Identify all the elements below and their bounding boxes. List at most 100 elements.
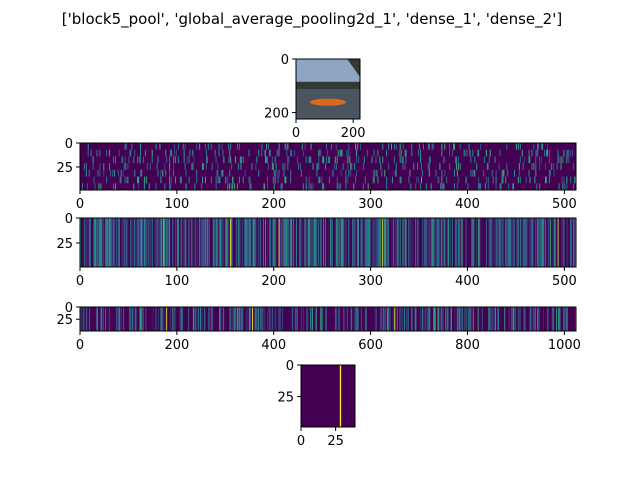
heatmap-cell [441,149,443,157]
heatmap-column [95,218,97,267]
heatmap-column [342,218,344,267]
heatmap-cell [411,143,413,150]
heatmap-cell [277,149,279,157]
heatmap-column [87,307,89,331]
heatmap-cell [157,156,159,164]
heatmap-cell [123,163,125,170]
heatmap-cell [548,169,550,177]
heatmap-cell [444,156,446,164]
heatmap-cell [159,143,161,150]
heatmap-cell [566,156,568,164]
heatmap-column [321,218,323,267]
heatmap-cell [175,149,177,157]
heatmap-cell [310,183,312,190]
heatmap-cell [340,169,342,177]
heatmap-column [450,218,452,267]
heatmap-column [181,307,183,331]
heatmap-cell [519,156,521,164]
heatmap-column [346,307,348,331]
heatmap-column [418,218,420,267]
heatmap-cell [419,143,421,150]
heatmap-column [235,218,237,267]
heatmap-cell [327,149,329,157]
heatmap-cell [564,183,566,190]
x-tick-label: 0 [76,338,84,353]
heatmap-cell [143,176,145,184]
heatmap-cell [345,176,347,184]
heatmap-cell [199,143,201,150]
heatmap-cell [421,163,422,170]
heatmap-column [134,307,136,331]
heatmap-column [437,307,439,331]
heatmap-cell [325,163,327,170]
heatmap-column [558,307,559,331]
heatmap-column [329,218,331,267]
heatmap-cell [278,169,280,177]
heatmap-cell [151,156,153,164]
heatmap-cell [87,149,89,157]
heatmap-column [96,218,98,267]
heatmap-column [155,307,157,331]
heatmap-column [383,307,385,331]
heatmap-column [226,218,228,267]
heatmap-column [360,218,362,267]
heatmap-cell [287,163,289,170]
heatmap-column [459,307,461,331]
heatmap-column [493,307,495,331]
heatmap-cell [420,156,422,164]
heatmap-cell [427,163,429,170]
heatmap-cell [355,176,357,184]
heatmap-column [326,307,327,331]
heatmap-column [93,218,95,267]
heatmap-column [107,218,109,267]
heatmap-column [116,218,118,267]
heatmap-column [157,218,159,267]
heatmap-cell [528,156,530,164]
heatmap-cell [430,183,432,190]
heatmap-cell [312,183,314,190]
heatmap-cell [377,149,379,157]
heatmap-column [288,218,290,267]
heatmap-cell [236,183,238,190]
heatmap-column [130,218,132,267]
heatmap-column [88,218,90,267]
heatmap-column [491,307,493,331]
heatmap-column [280,218,282,267]
heatmap-cell [453,143,455,150]
heatmap-cell [545,176,546,184]
heatmap-column [488,218,490,267]
heatmap-cell [521,149,523,157]
heatmap-cell [535,156,537,164]
heatmap-cell [455,163,457,170]
heatmap-cell [124,156,126,164]
heatmap-column [279,218,281,267]
heatmap-cell [138,183,140,190]
heatmap-column [447,307,449,331]
heatmap-cell [375,156,377,164]
heatmap-column [145,218,147,267]
heatmap-column [307,218,309,267]
heatmap-cell [316,163,318,170]
y-tick-label: 25 [56,161,73,176]
heatmap-cell [265,156,267,164]
heatmap-column [404,307,405,331]
heatmap-column [224,218,226,267]
heatmap-cell [533,143,535,150]
heatmap-cell [103,169,105,177]
heatmap-column [237,307,239,331]
heatmap-cell [297,156,298,164]
heatmap-column [461,218,463,267]
heatmap-cell [395,169,397,177]
heatmap-cell [81,183,83,190]
heatmap-column [364,307,366,331]
heatmap-column [566,218,568,267]
heatmap-cell [415,183,417,190]
heatmap-column [508,307,510,331]
x-tick-label: 200 [164,338,189,353]
heatmap-column [247,218,249,267]
heatmap-column [263,307,265,331]
heatmap-column [83,307,85,331]
heatmap-column [393,307,395,331]
heatmap-cell [438,176,440,184]
heatmap-column [532,218,534,267]
